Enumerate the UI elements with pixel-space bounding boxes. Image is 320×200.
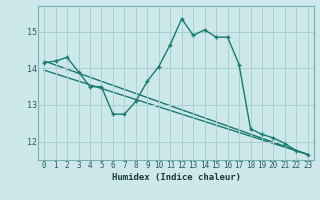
X-axis label: Humidex (Indice chaleur): Humidex (Indice chaleur) bbox=[111, 173, 241, 182]
